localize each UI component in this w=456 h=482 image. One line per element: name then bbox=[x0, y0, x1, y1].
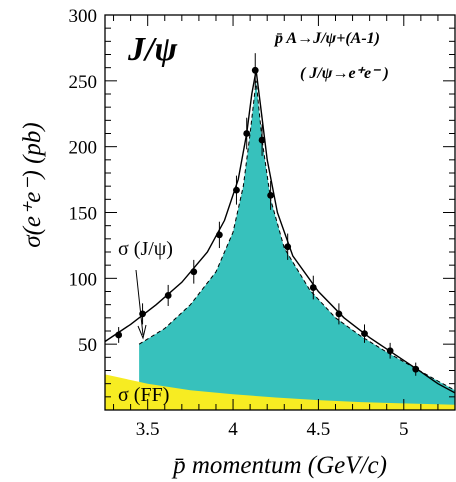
sigma-jpsi-arrowhead bbox=[137, 324, 147, 340]
y-axis-label: σ(e⁺e⁻) (pb) bbox=[19, 122, 46, 247]
sigma-ff-annotation: σ (FF) bbox=[118, 384, 169, 406]
data-point-5 bbox=[233, 186, 240, 194]
data-point-12 bbox=[335, 310, 343, 318]
x-tick-label-2: 4.5 bbox=[307, 419, 331, 440]
y-tick-label-0: 50 bbox=[78, 335, 97, 356]
sigma-jpsi-annotation: σ (J/ψ) bbox=[118, 238, 173, 260]
data-point-13 bbox=[361, 330, 368, 338]
data-point-14 bbox=[386, 347, 394, 355]
data-point-8 bbox=[258, 136, 266, 144]
data-point-10 bbox=[284, 243, 292, 251]
plot-label: J/ψ bbox=[127, 31, 177, 68]
jpsi-dashed-curve bbox=[138, 80, 455, 391]
data-point-9 bbox=[267, 191, 275, 199]
y-tick-label-5: 300 bbox=[69, 6, 98, 27]
ff-background-area bbox=[105, 374, 455, 410]
data-point-15 bbox=[412, 365, 420, 373]
data-point-3 bbox=[190, 268, 198, 276]
jpsi-signal-area bbox=[139, 80, 455, 410]
y-tick-label-3: 200 bbox=[69, 138, 98, 159]
x-axis-label: p̄ momentum (GeV/c) bbox=[171, 452, 387, 479]
data-point-4 bbox=[215, 231, 223, 239]
data-point-6 bbox=[243, 130, 251, 137]
chart-marks bbox=[115, 53, 420, 376]
x-tick-label-0: 3.5 bbox=[136, 419, 160, 440]
reaction-label: p̄ A→J/ψ+(A-1) bbox=[273, 30, 380, 47]
y-tick-label-1: 100 bbox=[69, 269, 98, 290]
data-point-7 bbox=[251, 66, 259, 74]
total-cross-section-curve bbox=[105, 70, 455, 394]
decay-label: ( J/ψ→e⁺e⁻ ) bbox=[300, 65, 389, 82]
data-point-0 bbox=[115, 331, 123, 339]
axis-ticks: 3.5 4 4.5 5 50 100 150 200 250 300 bbox=[69, 6, 456, 440]
y-tick-label-2: 150 bbox=[69, 204, 98, 225]
data-point-2 bbox=[164, 292, 172, 299]
plot-area bbox=[105, 70, 455, 410]
x-tick-label-1: 4 bbox=[228, 419, 238, 440]
y-tick-label-4: 250 bbox=[69, 72, 98, 93]
sigma-jpsi-arrow bbox=[135, 269, 144, 336]
x-tick-label-3: 5 bbox=[399, 419, 409, 440]
data-point-11 bbox=[309, 284, 317, 291]
